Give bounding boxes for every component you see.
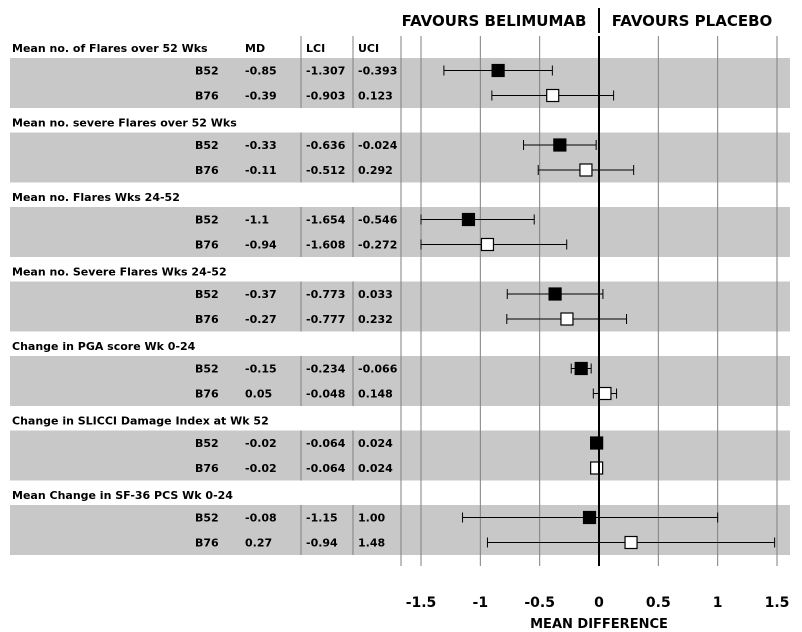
md-value: -0.02 bbox=[245, 462, 277, 475]
row-band bbox=[10, 132, 790, 183]
row-label: B76 bbox=[195, 388, 219, 401]
column-header-uci: UCI bbox=[358, 42, 379, 55]
row-label: B52 bbox=[195, 139, 219, 152]
uci-value: 0.232 bbox=[358, 313, 393, 326]
point-estimate-b76 bbox=[624, 535, 638, 550]
point-estimate-b76 bbox=[590, 461, 604, 475]
md-value: -0.33 bbox=[245, 139, 277, 152]
lci-value: -0.636 bbox=[306, 139, 346, 152]
x-tick-label: -1.5 bbox=[406, 595, 437, 611]
lci-value: -0.903 bbox=[306, 90, 345, 103]
lci-value: -0.064 bbox=[306, 437, 346, 450]
column-header-lci: LCI bbox=[306, 42, 325, 55]
lci-value: -0.064 bbox=[306, 462, 346, 475]
md-value: 0.05 bbox=[245, 388, 272, 401]
point-estimate-b52 bbox=[582, 510, 597, 525]
row-label: B76 bbox=[195, 462, 219, 475]
x-tick-label: 1 bbox=[713, 595, 723, 611]
outcome-title: Mean no. of Flares over 52 Wks bbox=[12, 42, 208, 55]
column-header-md: MD bbox=[245, 42, 265, 55]
lci-value: -0.048 bbox=[306, 388, 345, 401]
point-estimate-b76 bbox=[480, 237, 495, 252]
point-estimate-b76 bbox=[546, 88, 560, 103]
point-estimate-b52 bbox=[590, 436, 604, 450]
row-label: B76 bbox=[195, 537, 219, 550]
md-value: -0.08 bbox=[245, 512, 277, 525]
outcome-title: Mean no. severe Flares over 52 Wks bbox=[12, 117, 237, 130]
point-estimate-b52 bbox=[553, 138, 567, 152]
md-value: -1.1 bbox=[245, 214, 269, 227]
lci-value: -1.15 bbox=[306, 512, 338, 525]
uci-value: 0.033 bbox=[358, 288, 393, 301]
row-band bbox=[10, 430, 790, 481]
md-value: -0.11 bbox=[245, 164, 277, 177]
md-value: -0.39 bbox=[245, 90, 277, 103]
md-value: -0.15 bbox=[245, 363, 277, 376]
row-label: B76 bbox=[195, 164, 219, 177]
point-estimate-b76 bbox=[560, 312, 574, 326]
md-value: -0.94 bbox=[245, 239, 277, 252]
x-tick-label: 0 bbox=[594, 595, 604, 611]
md-value: -0.27 bbox=[245, 313, 277, 326]
outcome-title: Change in SLICCI Damage Index at Wk 52 bbox=[12, 415, 269, 428]
x-tick-label: 1.5 bbox=[765, 595, 790, 611]
row-label: B52 bbox=[195, 214, 219, 227]
row-band bbox=[10, 207, 790, 257]
point-estimate-b52 bbox=[461, 212, 476, 227]
header-favours-placebo: FAVOURS PLACEBO bbox=[612, 12, 773, 30]
row-label: B52 bbox=[195, 363, 219, 376]
row-band bbox=[10, 505, 790, 555]
uci-value: 0.292 bbox=[358, 164, 393, 177]
outcome-title: Mean Change in SF-36 PCS Wk 0-24 bbox=[12, 489, 233, 502]
x-tick-label: 0.5 bbox=[646, 595, 671, 611]
row-label: B52 bbox=[195, 512, 219, 525]
uci-value: 0.123 bbox=[358, 90, 393, 103]
point-estimate-b76 bbox=[598, 386, 612, 401]
md-value: -0.37 bbox=[245, 288, 277, 301]
point-estimate-b52 bbox=[548, 287, 562, 301]
uci-value: 0.148 bbox=[358, 388, 393, 401]
row-band bbox=[10, 281, 790, 332]
uci-value: 0.024 bbox=[358, 437, 393, 450]
row-label: B76 bbox=[195, 313, 219, 326]
md-value: -0.85 bbox=[245, 65, 277, 78]
uci-value: -0.546 bbox=[358, 214, 398, 227]
lci-value: -0.94 bbox=[306, 537, 338, 550]
lci-value: -0.773 bbox=[306, 288, 345, 301]
row-band bbox=[10, 356, 790, 406]
x-tick-label: -1 bbox=[473, 595, 489, 611]
row-label: B52 bbox=[195, 288, 219, 301]
row-label: B76 bbox=[195, 90, 219, 103]
outcome-title: Mean no. Flares Wks 24-52 bbox=[12, 191, 180, 204]
lci-value: -0.777 bbox=[306, 313, 345, 326]
uci-value: -0.024 bbox=[358, 139, 398, 152]
md-value: 0.27 bbox=[245, 537, 272, 550]
header-favours-belimumab: FAVOURS BELIMUMAB bbox=[402, 12, 587, 30]
row-label: B52 bbox=[195, 65, 219, 78]
uci-value: -0.393 bbox=[358, 65, 397, 78]
uci-value: 0.024 bbox=[358, 462, 393, 475]
row-label: B52 bbox=[195, 437, 219, 450]
lci-value: -1.608 bbox=[306, 239, 345, 252]
point-estimate-b52 bbox=[574, 361, 588, 376]
md-value: -0.02 bbox=[245, 437, 277, 450]
uci-value: 1.00 bbox=[358, 512, 385, 525]
x-tick-label: -0.5 bbox=[524, 595, 555, 611]
outcome-title: Change in PGA score Wk 0-24 bbox=[12, 340, 196, 353]
row-label: B76 bbox=[195, 239, 219, 252]
point-estimate-b76 bbox=[579, 163, 593, 177]
lci-value: -1.307 bbox=[306, 65, 345, 78]
lci-value: -1.654 bbox=[306, 214, 346, 227]
x-axis-label: MEAN DIFFERENCE bbox=[530, 617, 668, 632]
lci-value: -0.234 bbox=[306, 363, 346, 376]
uci-value: -0.272 bbox=[358, 239, 397, 252]
row-band bbox=[10, 58, 790, 108]
uci-value: -0.066 bbox=[358, 363, 398, 376]
lci-value: -0.512 bbox=[306, 164, 345, 177]
outcome-title: Mean no. Severe Flares Wks 24-52 bbox=[12, 266, 227, 279]
point-estimate-b52 bbox=[491, 63, 505, 78]
uci-value: 1.48 bbox=[358, 537, 385, 550]
